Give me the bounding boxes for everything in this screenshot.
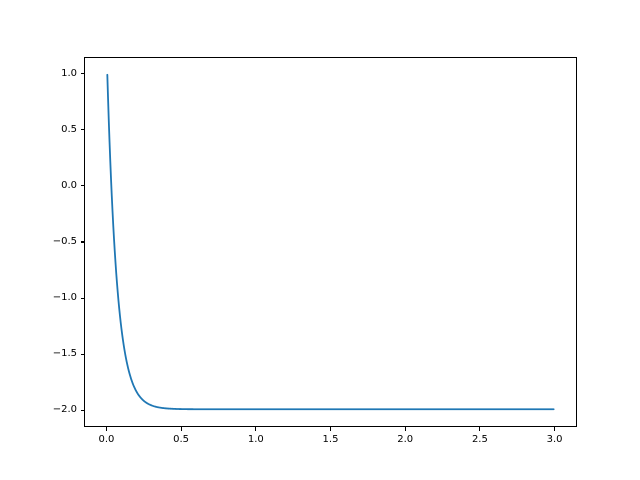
x-tick-label: 3.0 bbox=[546, 434, 563, 445]
y-tick-label: −0.5 bbox=[52, 236, 77, 247]
x-tick-mark bbox=[255, 427, 257, 431]
y-tick-label: 1.0 bbox=[61, 67, 77, 79]
x-tick-mark bbox=[554, 427, 556, 431]
y-tick-mark bbox=[80, 185, 84, 187]
x-tick-mark bbox=[180, 427, 182, 431]
y-tick-label: 0.0 bbox=[61, 179, 77, 191]
y-tick-mark bbox=[80, 73, 84, 75]
x-tick-mark bbox=[105, 427, 107, 431]
plot-canvas bbox=[85, 58, 576, 426]
y-tick-mark bbox=[80, 409, 84, 411]
data-series-line bbox=[107, 75, 553, 410]
x-tick-mark bbox=[479, 427, 481, 431]
x-tick-label: 0.5 bbox=[173, 434, 190, 445]
y-tick-label: 0.5 bbox=[61, 123, 77, 135]
y-tick-mark bbox=[80, 241, 84, 243]
plot-axes bbox=[84, 57, 577, 427]
y-tick-mark bbox=[80, 297, 84, 299]
y-tick-mark bbox=[80, 129, 84, 131]
x-tick-mark bbox=[329, 427, 332, 431]
y-tick-label: −1.0 bbox=[52, 292, 77, 304]
x-tick-label: 1.0 bbox=[247, 434, 264, 445]
y-tick-mark bbox=[80, 353, 84, 355]
x-tick-label: 0.0 bbox=[98, 434, 115, 445]
x-tick-label: 1.5 bbox=[322, 434, 339, 445]
y-tick-label: −2.0 bbox=[52, 404, 77, 416]
x-tick-label: 2.5 bbox=[471, 434, 488, 445]
x-tick-mark bbox=[404, 427, 406, 431]
y-tick-label: −1.5 bbox=[52, 348, 77, 360]
x-tick-label: 2.0 bbox=[397, 434, 414, 445]
